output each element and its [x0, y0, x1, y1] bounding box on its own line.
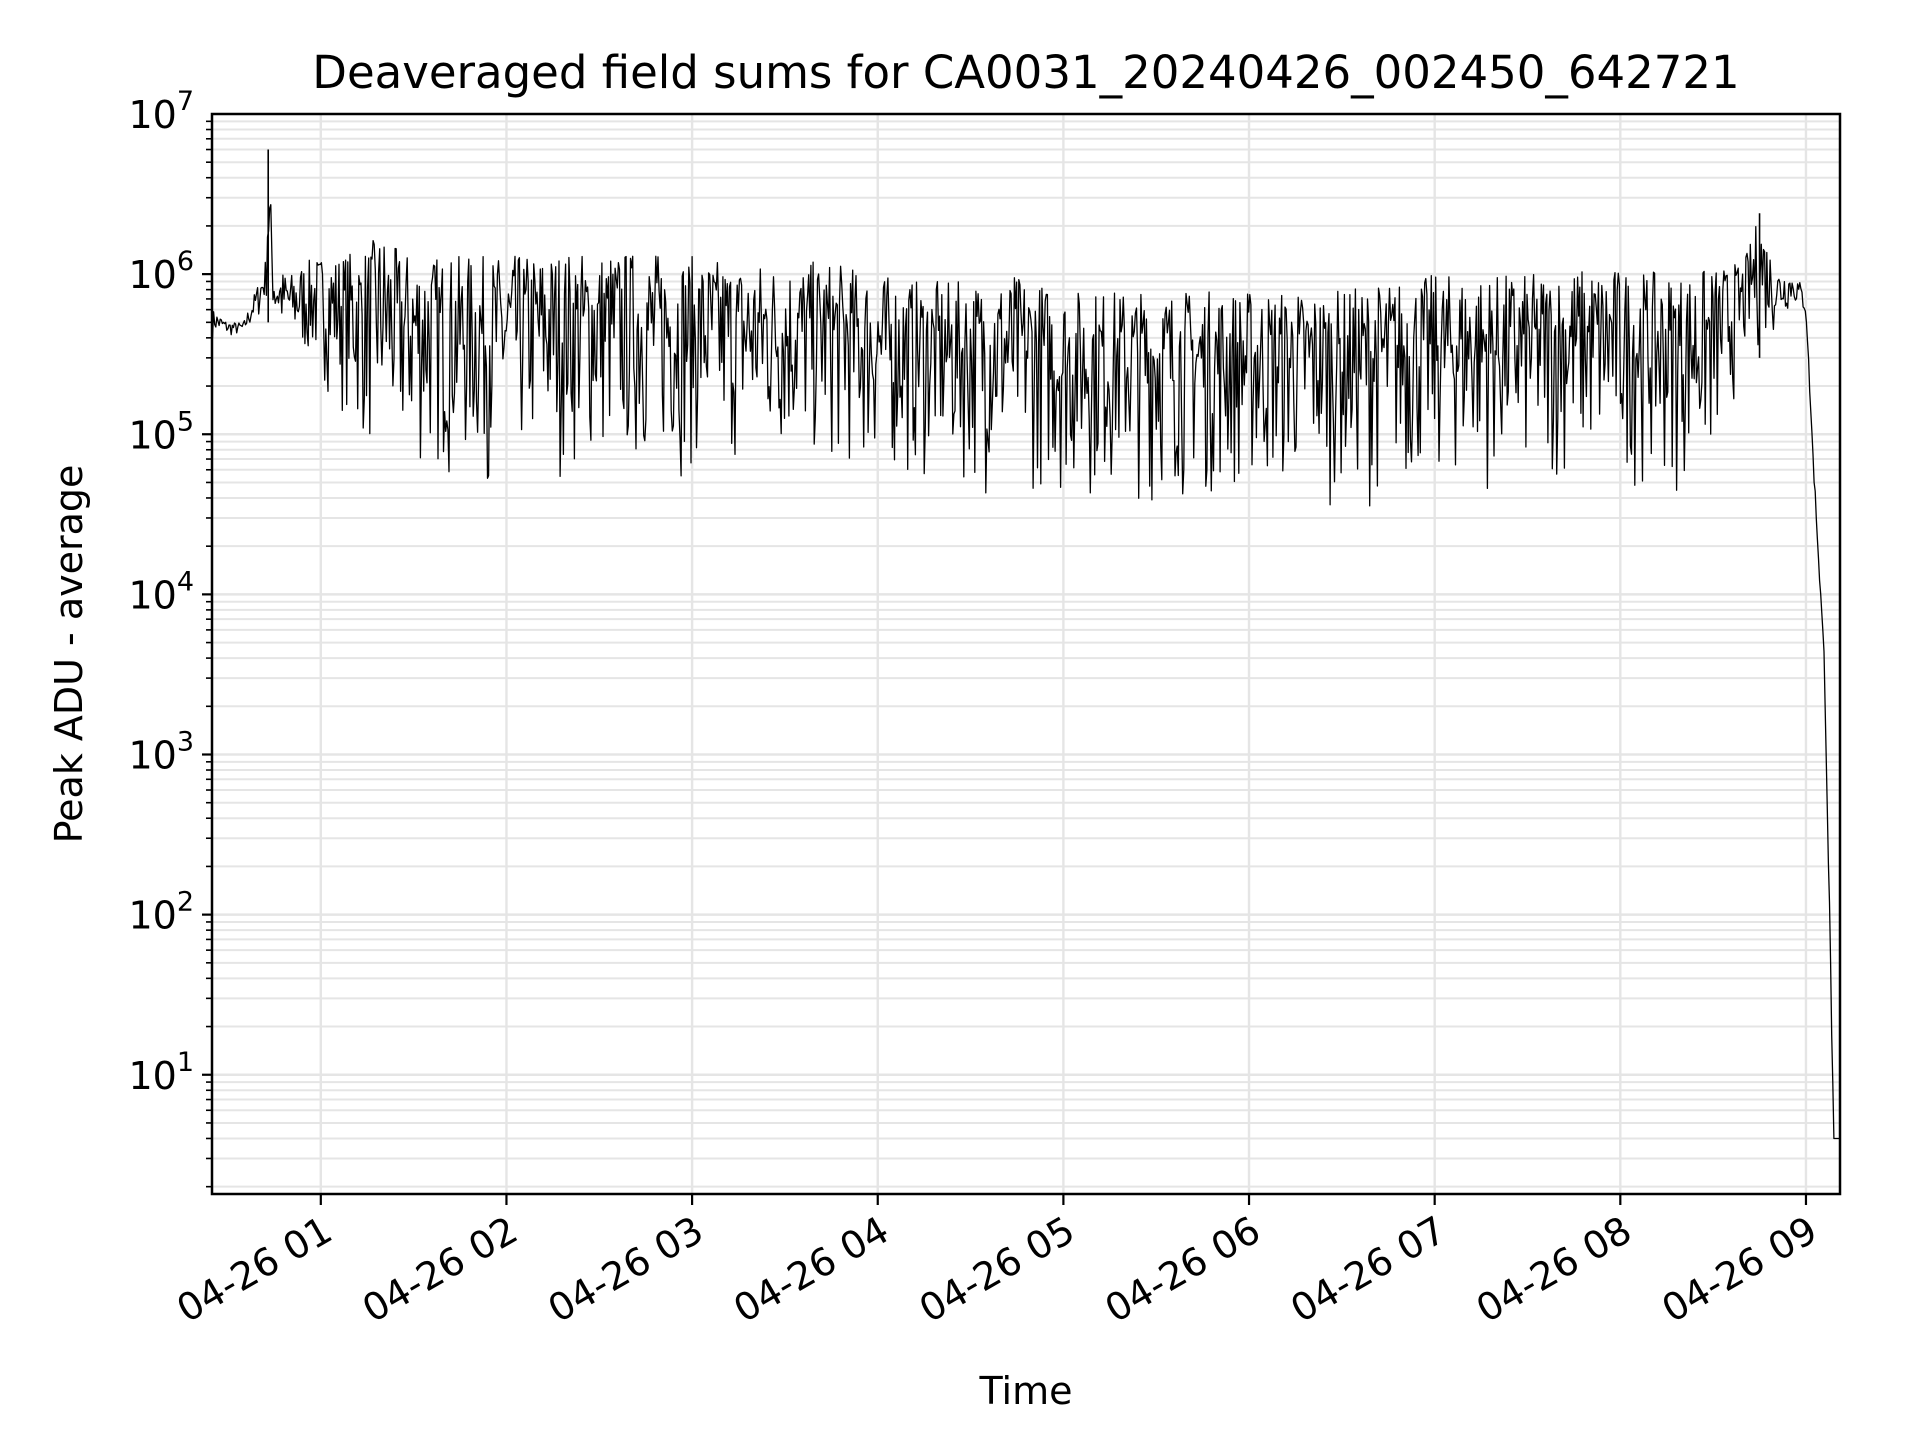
- x-axis-label: Time: [979, 1369, 1073, 1413]
- chart-title: Deaveraged field sums for CA0031_2024042…: [312, 46, 1739, 99]
- y-tick-label: 101: [128, 1047, 194, 1098]
- plot-frame: [210, 112, 1842, 1196]
- y-tick-label: 102: [128, 887, 194, 938]
- y-axis-label: Peak ADU - average: [47, 465, 91, 844]
- series-line: [211, 204, 1840, 1140]
- y-tick-label: 104: [128, 566, 194, 617]
- y-tick-label: 103: [128, 727, 194, 778]
- series-line-group: [211, 149, 1840, 1140]
- y-tick-label: 107: [128, 86, 194, 137]
- y-tick-label: 106: [128, 246, 194, 297]
- grid-lines: [212, 114, 1840, 1194]
- y-tick-label: 105: [128, 406, 194, 457]
